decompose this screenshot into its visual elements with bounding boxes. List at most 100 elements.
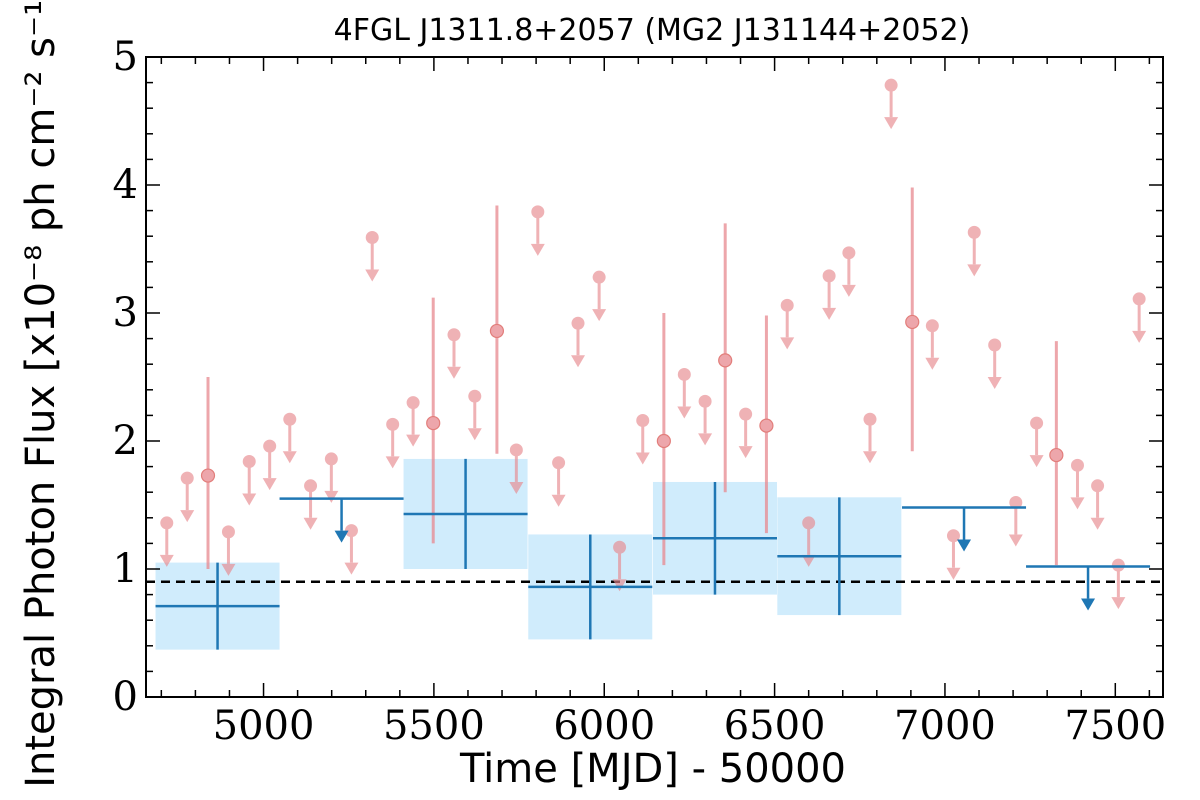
short-bin-upper-limit xyxy=(446,328,461,379)
short-bin-marker xyxy=(905,314,920,330)
short-bin-upper-limit-marker xyxy=(677,367,691,381)
short-bin-upper-limit-marker xyxy=(698,394,712,408)
chart-title: 4FGL J1311.8+2057 (MG2 J131144+2052) xyxy=(334,13,971,48)
long-bin-point xyxy=(652,481,777,595)
short-bin-upper-limit xyxy=(1132,292,1147,343)
short-bin-upper-limit-head xyxy=(344,562,359,575)
y-axis-label: Integral Photon Flux [x10⁻⁸ ph cm⁻² s⁻¹] xyxy=(18,0,64,788)
short-bin-upper-limit-marker xyxy=(304,479,318,493)
short-bin-upper-limit-head xyxy=(509,481,524,494)
short-bin-upper-limit-head xyxy=(592,309,607,322)
long-bin-upper-limit xyxy=(1026,565,1151,611)
short-bin-marker xyxy=(1049,447,1064,463)
short-bin-point xyxy=(200,377,216,569)
short-bin-upper-limit-head xyxy=(242,493,257,506)
short-bin-upper-limit-head xyxy=(530,243,545,256)
short-bin-upper-limit-marker xyxy=(822,269,836,283)
short-bin-upper-limit xyxy=(698,394,713,446)
short-bin-upper-limit-head xyxy=(571,355,586,368)
short-bin-upper-limit-marker xyxy=(242,454,256,468)
short-bin-upper-limit-marker xyxy=(324,452,338,466)
long-bin-upper-limit-arrow xyxy=(1081,566,1096,611)
long-bin-point xyxy=(403,458,528,569)
short-bin-upper-limit-head xyxy=(862,451,877,464)
short-bin-upper-limit-head xyxy=(1132,330,1147,343)
short-bin-upper-limit-marker xyxy=(946,529,960,543)
short-bin-upper-limit-marker xyxy=(739,407,753,421)
short-bin-upper-limit xyxy=(221,525,236,576)
short-bin-upper-limit-head xyxy=(1090,517,1105,530)
short-bin-upper-limit-head xyxy=(446,366,461,379)
x-tick-label: 7500 xyxy=(1064,703,1166,749)
short-bin-point xyxy=(905,187,920,452)
short-bin-upper-limit xyxy=(324,452,339,503)
short-bin-upper-limit-marker xyxy=(884,78,898,92)
short-bin-upper-limit-marker xyxy=(802,516,816,530)
short-bin-upper-limit-head xyxy=(967,264,982,277)
short-bin-upper-limit-marker xyxy=(531,205,545,219)
short-bin-upper-limit-head xyxy=(841,284,856,297)
y-tick-label: 4 xyxy=(113,162,138,208)
short-bin-upper-limit-head xyxy=(1008,534,1023,547)
short-bin-upper-limit xyxy=(925,319,940,370)
short-bin-upper-limit xyxy=(987,338,1002,389)
short-bin-upper-limit-marker xyxy=(386,417,400,431)
short-bin-upper-limit xyxy=(406,396,421,447)
short-bin-upper-limit-head xyxy=(282,451,297,464)
axes: 5000 5500 6000 6500 7000 7500 0 1 2 3 4 5 xyxy=(113,34,1167,749)
short-bin-marker xyxy=(718,353,733,368)
short-bin-upper-limit-head xyxy=(180,510,195,523)
short-bin-upper-limit-marker xyxy=(365,230,379,244)
short-bin-upper-limit-marker xyxy=(863,412,877,426)
short-bin-upper-limit xyxy=(180,471,195,523)
short-bin-point xyxy=(656,313,671,566)
short-bin-upper-limit-head xyxy=(1111,597,1126,610)
short-bin-upper-limit xyxy=(571,316,586,368)
long-bin-upper-limit-arrow xyxy=(957,507,972,552)
short-bin-point xyxy=(489,205,505,454)
short-bin-marker xyxy=(489,323,505,339)
short-bin-upper-limit xyxy=(365,230,380,282)
short-bin-point xyxy=(426,297,441,544)
short-bin-upper-limit-head xyxy=(987,377,1002,389)
short-bin-upper-limit-head xyxy=(1029,455,1044,468)
short-bin-point xyxy=(1049,341,1064,566)
long-bin-bands xyxy=(155,458,902,650)
short-bin-upper-limit-head xyxy=(822,307,837,320)
short-bin-marker xyxy=(200,468,216,483)
long-bin-upper-limit-arrow-head xyxy=(334,530,349,543)
short-bin-upper-limit-marker xyxy=(509,443,523,457)
short-bin-upper-limit xyxy=(967,225,982,277)
short-bin-upper-limit-marker xyxy=(160,516,174,530)
short-bin-upper-limit-marker xyxy=(1091,479,1105,493)
short-bin-upper-limit-head xyxy=(1070,497,1085,510)
short-bin-upper-limit-marker xyxy=(283,412,297,426)
short-bin-upper-limit-head xyxy=(262,478,277,491)
x-tick-label: 5500 xyxy=(383,703,485,749)
short-bin-upper-limit-head xyxy=(385,456,400,469)
y-tick-label: 3 xyxy=(113,290,138,336)
short-bin-upper-limit-marker xyxy=(447,328,461,342)
short-bin-upper-limit xyxy=(1029,416,1044,468)
short-bin-upper-limit-marker xyxy=(1009,495,1023,509)
short-bin-upper-limit-head xyxy=(925,357,940,370)
x-tick-label: 6500 xyxy=(724,703,826,749)
short-bin-upper-limit xyxy=(780,298,795,350)
short-bin-upper-limit-marker xyxy=(344,524,358,538)
short-bin-upper-limit-head xyxy=(159,554,174,567)
short-bin-upper-limit xyxy=(242,454,257,506)
long-bin-upper-limit xyxy=(279,497,404,543)
short-bin-point xyxy=(759,315,774,534)
short-bin-upper-limit-head xyxy=(612,579,627,592)
short-bin-upper-limit-marker xyxy=(263,439,277,453)
short-bin-upper-limit-marker xyxy=(180,471,194,485)
short-bin-upper-limit-head xyxy=(698,433,713,446)
short-bin-upper-limit-marker xyxy=(552,456,566,470)
short-bin-upper-limit-head xyxy=(884,117,899,130)
short-bin-upper-limit-head xyxy=(324,490,339,503)
short-bin-upper-limit-marker xyxy=(406,396,420,410)
short-bin-upper-limit xyxy=(801,516,816,567)
short-bin-upper-limit-marker xyxy=(613,540,627,554)
short-bin-upper-limit-marker xyxy=(780,298,794,312)
short-bin-upper-limit xyxy=(592,270,607,322)
